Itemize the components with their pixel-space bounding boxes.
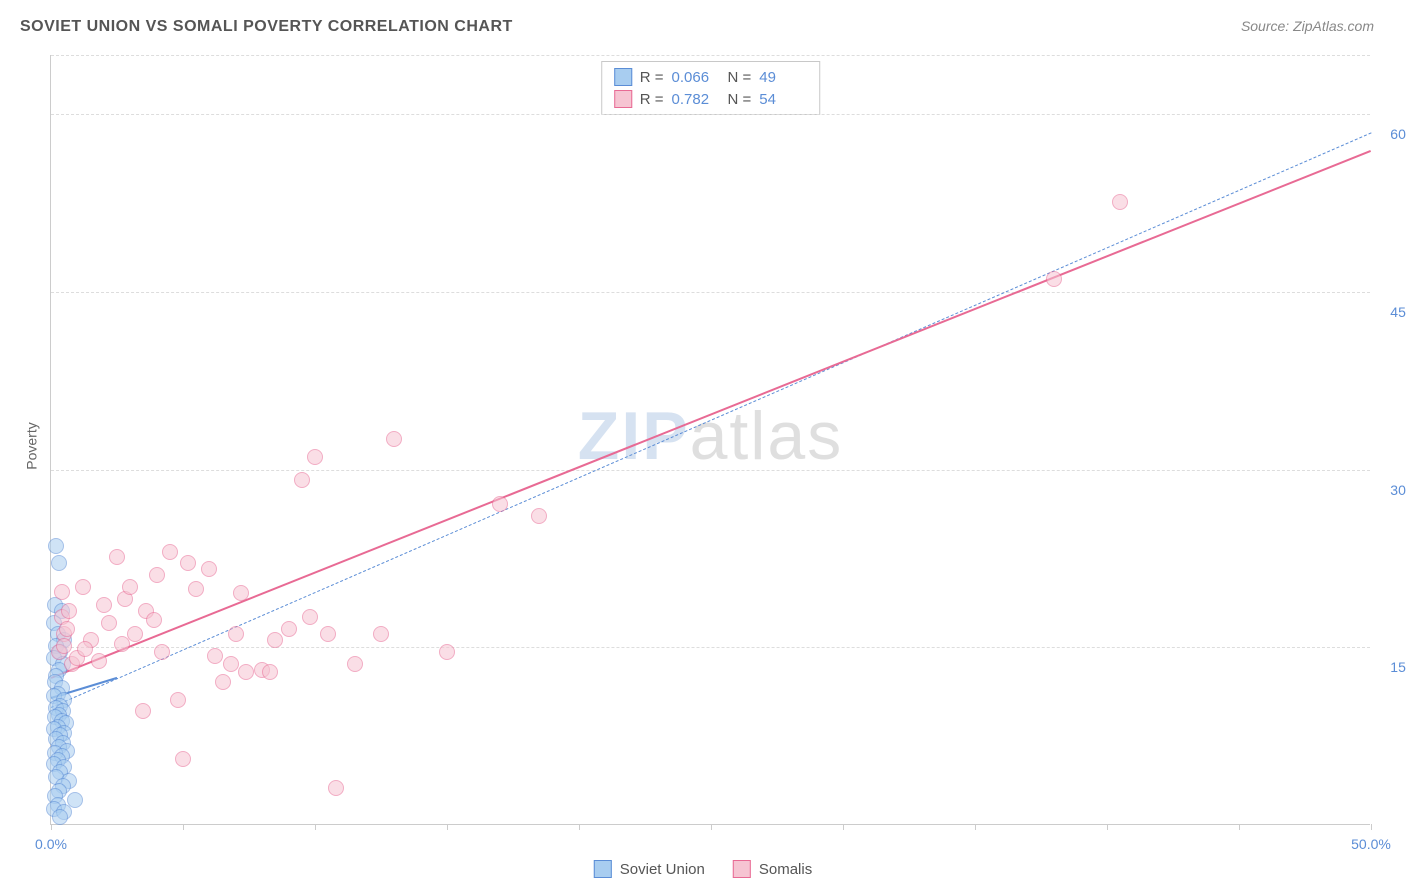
x-tick [975, 824, 976, 830]
n-label: N = [728, 91, 752, 108]
plot-area: ZIPatlas R = 0.066 N = 49 R = 0.782 N = … [50, 55, 1370, 825]
data-point [233, 585, 249, 601]
legend-swatch-soviet-b [594, 860, 612, 878]
data-point [215, 674, 231, 690]
trendline [51, 150, 1372, 679]
data-point [188, 581, 204, 597]
data-point [347, 656, 363, 672]
data-point [223, 656, 239, 672]
data-point [54, 584, 70, 600]
r-label: R = [640, 91, 664, 108]
x-tick [1107, 824, 1108, 830]
x-tick [711, 824, 712, 830]
legend-item-soviet: Soviet Union [594, 860, 705, 878]
legend-swatch-soviet [614, 68, 632, 86]
legend-series: Soviet Union Somalis [594, 860, 812, 878]
data-point [262, 664, 278, 680]
data-point [122, 579, 138, 595]
data-point [170, 692, 186, 708]
data-point [302, 609, 318, 625]
data-point [127, 626, 143, 642]
data-point [294, 472, 310, 488]
data-point [373, 626, 389, 642]
x-tick [843, 824, 844, 830]
data-point [114, 636, 130, 652]
data-point [135, 703, 151, 719]
data-point [52, 809, 68, 825]
data-point [307, 449, 323, 465]
data-point [59, 621, 75, 637]
data-point [1112, 194, 1128, 210]
legend-item-somali: Somalis [733, 860, 812, 878]
data-point [281, 621, 297, 637]
r-label: R = [640, 69, 664, 86]
x-tick [447, 824, 448, 830]
x-tick-label: 0.0% [35, 836, 67, 852]
x-tick [51, 824, 52, 830]
data-point [96, 597, 112, 613]
data-point [75, 579, 91, 595]
data-point [180, 555, 196, 571]
data-point [439, 644, 455, 660]
gridline [51, 470, 1370, 471]
n-value-somali: 54 [759, 91, 807, 108]
data-point [61, 603, 77, 619]
y-tick-label: 15.0% [1378, 659, 1406, 675]
legend-swatch-somali [614, 90, 632, 108]
y-tick-label: 30.0% [1378, 482, 1406, 498]
r-value-somali: 0.782 [672, 91, 720, 108]
data-point [101, 615, 117, 631]
data-point [175, 751, 191, 767]
gridline [51, 55, 1370, 56]
data-point [207, 648, 223, 664]
watermark: ZIPatlas [578, 397, 843, 475]
x-tick [1371, 824, 1372, 830]
data-point [149, 567, 165, 583]
x-tick [315, 824, 316, 830]
chart-container: SOVIET UNION VS SOMALI POVERTY CORRELATI… [0, 0, 1406, 892]
y-tick-label: 45.0% [1378, 304, 1406, 320]
data-point [162, 544, 178, 560]
data-point [48, 538, 64, 554]
data-point [228, 626, 244, 642]
legend-label-soviet: Soviet Union [620, 861, 705, 878]
n-label: N = [728, 69, 752, 86]
data-point [267, 632, 283, 648]
y-axis-label: Poverty [24, 422, 40, 469]
gridline [51, 647, 1370, 648]
data-point [531, 508, 547, 524]
data-point [77, 641, 93, 657]
data-point [91, 653, 107, 669]
data-point [51, 555, 67, 571]
data-point [386, 431, 402, 447]
gridline [51, 114, 1370, 115]
watermark-atlas: atlas [690, 398, 844, 474]
r-value-soviet: 0.066 [672, 69, 720, 86]
legend-correlation: R = 0.066 N = 49 R = 0.782 N = 54 [601, 61, 821, 115]
legend-swatch-somali-b [733, 860, 751, 878]
data-point [238, 664, 254, 680]
chart-title: SOVIET UNION VS SOMALI POVERTY CORRELATI… [20, 18, 513, 36]
x-tick [579, 824, 580, 830]
data-point [492, 496, 508, 512]
data-point [154, 644, 170, 660]
y-tick-label: 60.0% [1378, 126, 1406, 142]
data-point [328, 780, 344, 796]
legend-label-somali: Somalis [759, 861, 812, 878]
x-tick-label: 50.0% [1351, 836, 1391, 852]
data-point [146, 612, 162, 628]
x-tick [183, 824, 184, 830]
data-point [320, 626, 336, 642]
data-point [56, 638, 72, 654]
gridline [51, 292, 1370, 293]
data-point [1046, 271, 1062, 287]
chart-source: Source: ZipAtlas.com [1241, 18, 1374, 34]
data-point [201, 561, 217, 577]
trendline [51, 132, 1371, 707]
legend-row-somali: R = 0.782 N = 54 [614, 88, 808, 110]
x-tick [1239, 824, 1240, 830]
data-point [109, 549, 125, 565]
legend-row-soviet: R = 0.066 N = 49 [614, 66, 808, 88]
n-value-soviet: 49 [759, 69, 807, 86]
